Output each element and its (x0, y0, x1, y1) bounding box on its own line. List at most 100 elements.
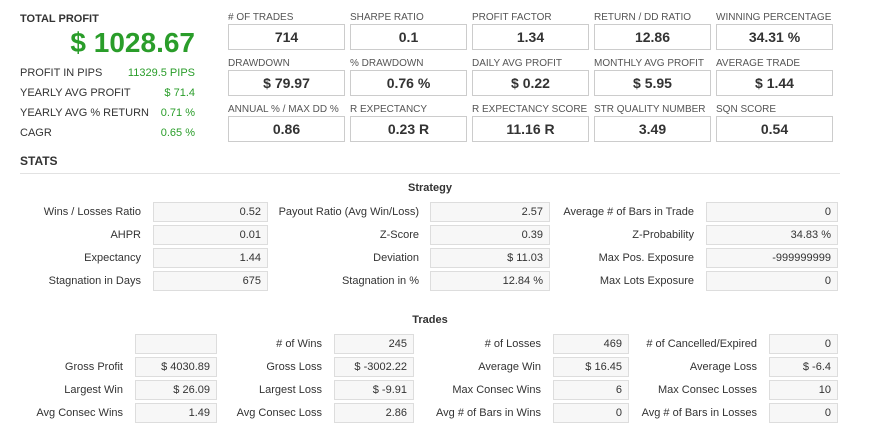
kpi-label: DRAWDOWN (228, 58, 290, 69)
stat-label: Avg Consec Wins (36, 407, 123, 419)
stat-label: # of Wins (276, 338, 322, 350)
stat-label: Z-Score (379, 229, 419, 241)
kpi-value: $ 1.44 (716, 70, 833, 96)
kpi-value: 0.54 (716, 116, 833, 142)
metric-value: 0.65 % (160, 127, 195, 139)
stat-label: Deviation (373, 252, 419, 264)
stat-value: 1.44 (153, 248, 268, 268)
stat-value: 469 (553, 334, 629, 354)
kpi-value: 0.23 R (350, 116, 467, 142)
kpi-value: $ 79.97 (228, 70, 345, 96)
stat-label: Gross Loss (266, 361, 322, 373)
kpi-value: 12.86 (594, 24, 711, 50)
stat-value: $ 11.03 (430, 248, 550, 268)
kpi-value: 1.34 (472, 24, 589, 50)
stat-value: 0 (769, 403, 838, 423)
stat-label: Max Consec Losses (657, 384, 757, 396)
stat-label: Avg # of Bars in Losses (641, 407, 757, 419)
stat-label: Largest Loss (259, 384, 322, 396)
stat-value: 12.84 % (430, 271, 550, 291)
stat-label: Average Loss (689, 361, 757, 373)
kpi-label: R EXPECTANCY SCORE (472, 104, 588, 115)
stat-value: 675 (153, 271, 268, 291)
divider (20, 173, 840, 174)
section-title: Strategy (407, 182, 453, 194)
metric-value: 11329.5 PIPS (127, 67, 195, 79)
kpi-label: ANNUAL % / MAX DD % (228, 104, 339, 115)
kpi-label: SHARPE RATIO (350, 12, 424, 23)
kpi-label: AVERAGE TRADE (716, 58, 801, 69)
stat-label: Max Consec Wins (452, 384, 541, 396)
stat-value: 6 (553, 380, 629, 400)
stats-title: STATS (20, 154, 58, 168)
stat-label: # of Losses (484, 338, 541, 350)
stat-value: -999999999 (706, 248, 838, 268)
kpi-label: STR QUALITY NUMBER (594, 104, 706, 115)
section-title: Trades (412, 314, 448, 326)
metric-value: $ 71.4 (164, 87, 195, 99)
stat-label: Stagnation in Days (48, 275, 141, 287)
stat-label: Largest Win (64, 384, 123, 396)
kpi-label: % DRAWDOWN (350, 58, 424, 69)
stat-value: $ -9.91 (334, 380, 414, 400)
stat-value: 0.39 (430, 225, 550, 245)
stat-label: AHPR (110, 229, 141, 241)
stat-label: Gross Profit (64, 361, 123, 373)
kpi-value: 714 (228, 24, 345, 50)
metric-label: YEARLY AVG % RETURN (20, 107, 149, 119)
stat-label: # of Cancelled/Expired (646, 338, 757, 350)
kpi-label: MONTHLY AVG PROFIT (594, 58, 705, 69)
stat-label: Expectancy (84, 252, 141, 264)
stat-value: 0 (706, 271, 838, 291)
kpi-value: 11.16 R (472, 116, 589, 142)
kpi-label: WINNING PERCENTAGE (716, 12, 832, 23)
stat-value: $ 4030.89 (135, 357, 217, 377)
kpi-label: SQN SCORE (716, 104, 777, 115)
stat-value: $ -3002.22 (334, 357, 414, 377)
stat-label: Avg # of Bars in Wins (436, 407, 541, 419)
stat-label: Avg Consec Loss (236, 407, 322, 419)
kpi-value: 34.31 % (716, 24, 833, 50)
kpi-label: RETURN / DD RATIO (594, 12, 692, 23)
stat-value: $ 16.45 (553, 357, 629, 377)
stat-value: 10 (769, 380, 838, 400)
metric-label: YEARLY AVG PROFIT (20, 87, 131, 99)
kpi-label: # OF TRADES (228, 12, 294, 23)
empty-box (135, 334, 217, 354)
stat-value: $ -6.4 (769, 357, 838, 377)
stat-label: Max Lots Exposure (599, 275, 694, 287)
stat-label: Wins / Losses Ratio (43, 206, 141, 218)
stat-label: Payout Ratio (Avg Win/Loss) (278, 206, 419, 218)
metric-label: PROFIT IN PIPS (20, 67, 103, 79)
stat-label: Average Win (478, 361, 541, 373)
stat-value: 0 (706, 202, 838, 222)
stat-value: 0.52 (153, 202, 268, 222)
stat-label: Average # of Bars in Trade (563, 206, 694, 218)
kpi-value: 0.1 (350, 24, 467, 50)
kpi-value: 3.49 (594, 116, 711, 142)
kpi-value: 0.76 % (350, 70, 467, 96)
kpi-value: $ 5.95 (594, 70, 711, 96)
stat-value: 0 (769, 334, 838, 354)
kpi-value: $ 0.22 (472, 70, 589, 96)
metric-label: CAGR (20, 127, 52, 139)
stat-value: 0.01 (153, 225, 268, 245)
stat-label: Max Pos. Exposure (598, 252, 694, 264)
total-profit: $ 1028.67 (70, 27, 195, 58)
summary-title: TOTAL PROFIT (20, 13, 99, 25)
stat-value: 245 (334, 334, 414, 354)
stat-value: 2.86 (334, 403, 414, 423)
stat-value: 2.57 (430, 202, 550, 222)
kpi-value: 0.86 (228, 116, 345, 142)
stat-label: Stagnation in % (341, 275, 419, 287)
kpi-label: PROFIT FACTOR (472, 12, 552, 23)
stat-label: Z-Probability (632, 229, 694, 241)
metric-value: 0.71 % (160, 107, 195, 119)
stat-value: 0 (553, 403, 629, 423)
kpi-label: R EXPECTANCY (350, 104, 428, 115)
stat-value: 1.49 (135, 403, 217, 423)
kpi-label: DAILY AVG PROFIT (472, 58, 563, 69)
stat-value: 34.83 % (706, 225, 838, 245)
stat-value: $ 26.09 (135, 380, 217, 400)
